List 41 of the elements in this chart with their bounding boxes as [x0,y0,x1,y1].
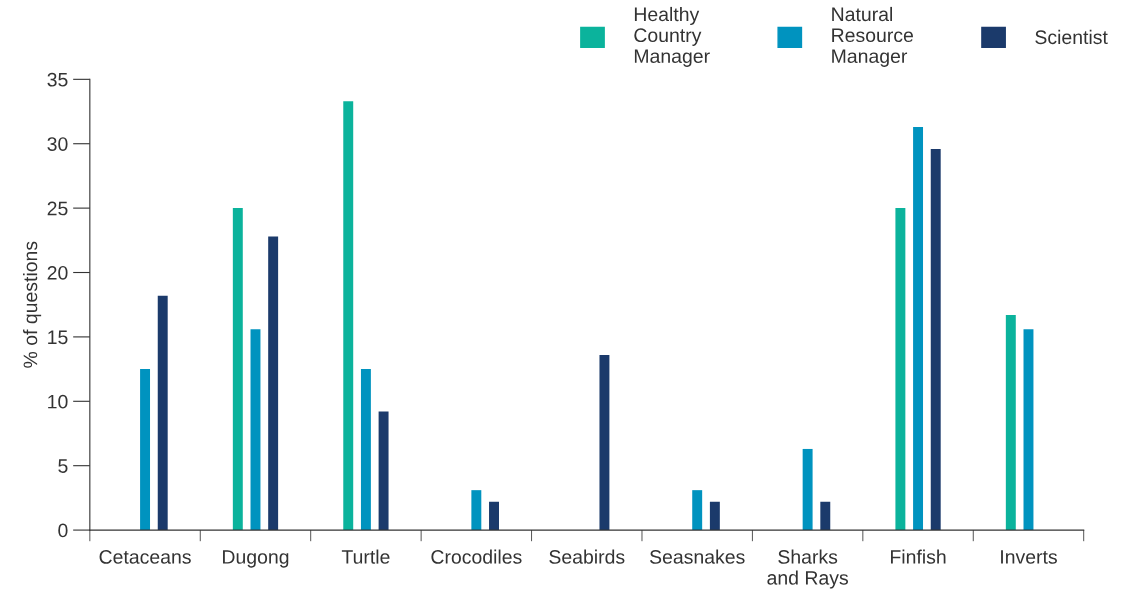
bar [232,208,243,531]
y-tick-label: 30 [47,137,68,151]
legend-label: Healthy Country Manager [634,6,710,67]
x-tick-label: Inverts [1001,550,1057,564]
y-tick-label: 15 [48,330,68,345]
bar [489,501,499,531]
bar [343,101,354,531]
bar [268,236,279,531]
x-tick-label: Sharks and Rays [767,549,848,589]
x-tick-label: Seabirds [549,549,625,564]
bar [157,295,168,531]
bar [140,369,151,531]
bar [1005,315,1016,531]
bar [360,369,371,531]
y-tick-label: 10 [48,394,68,409]
bar [599,354,610,531]
y-axis-title: % of questions [23,241,42,368]
bar [471,490,482,531]
bar [709,501,720,531]
bar [378,411,389,531]
legend-label: Scientist [1035,29,1108,45]
bar [250,329,261,531]
bar [930,148,941,531]
y-tick-label: 5 [58,459,68,473]
y-tick-label: 20 [47,265,68,280]
x-tick-label: Finfish [891,549,946,564]
legend-label: Natural Resource Manager [832,6,913,67]
x-tick-label: Dugong [223,550,289,568]
bar [895,208,906,531]
y-tick-label: 35 [47,72,68,87]
y-tick-label: 25 [47,201,68,216]
bar [802,448,813,531]
bar [820,501,831,531]
x-tick-label: Crocodiles [431,549,522,564]
x-tick-label: Seasnakes [649,549,745,564]
bar [692,490,703,531]
bar [1023,329,1034,531]
y-tick-label: 0 [58,523,68,538]
x-tick-label: Turtle [341,549,390,564]
bar [913,126,924,531]
x-tick-label: Cetaceans [99,550,191,564]
